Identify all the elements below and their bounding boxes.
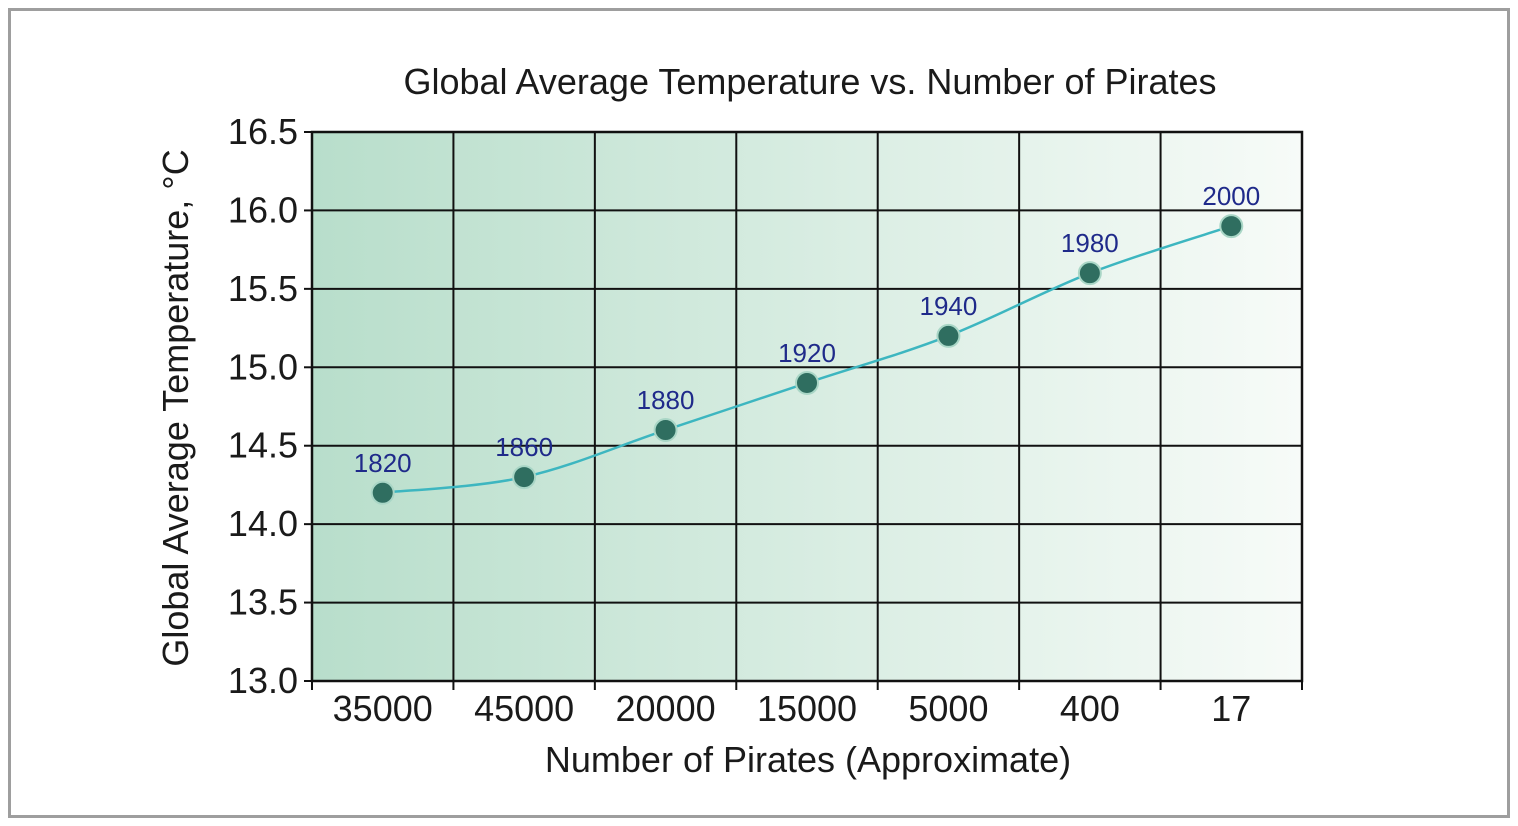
plot-background [312,132,1302,681]
data-points [370,214,1244,505]
x-tick-label: 45000 [474,688,574,729]
grid-lines [304,130,1304,690]
data-point [1219,214,1244,239]
x-axis-ticks: 35000 45000 20000 15000 5000 400 17 [333,688,1252,729]
data-point [653,418,678,443]
y-tick-label: 14.0 [228,503,298,544]
point-label: 1920 [778,338,836,368]
data-point [1077,261,1102,286]
y-tick-label: 14.5 [228,425,298,466]
point-label: 1860 [495,432,553,462]
x-tick-label: 35000 [333,688,433,729]
x-tick-label: 15000 [757,688,857,729]
y-axis-label: Global Average Temperature, °C [155,149,196,666]
point-label: 1940 [920,291,978,321]
x-axis-label: Number of Pirates (Approximate) [545,739,1071,780]
data-point [512,465,537,490]
x-tick-label: 17 [1211,688,1251,729]
y-axis-ticks: 13.0 13.5 14.0 14.5 15.0 15.5 16.0 16.5 [228,111,298,701]
point-label: 1820 [354,448,412,478]
x-tick-label: 400 [1060,688,1120,729]
y-tick-label: 13.0 [228,660,298,701]
data-point [795,370,819,395]
y-tick-label: 16.0 [228,189,298,230]
y-tick-label: 15.5 [228,268,298,309]
data-point [936,323,961,348]
x-tick-label: 20000 [616,688,716,729]
x-tick-label: 5000 [908,688,988,729]
point-label: 2000 [1202,181,1260,211]
point-label: 1980 [1061,228,1119,258]
point-labels: 1820 1860 1880 1920 1940 1980 2000 [354,181,1260,478]
plot-border [310,130,1304,683]
y-tick-label: 13.5 [228,582,298,623]
chart-title: Global Average Temperature vs. Number of… [403,61,1216,102]
data-point [370,480,395,505]
y-tick-label: 16.5 [228,111,298,152]
y-tick-label: 15.0 [228,346,298,387]
point-label: 1880 [637,385,695,415]
